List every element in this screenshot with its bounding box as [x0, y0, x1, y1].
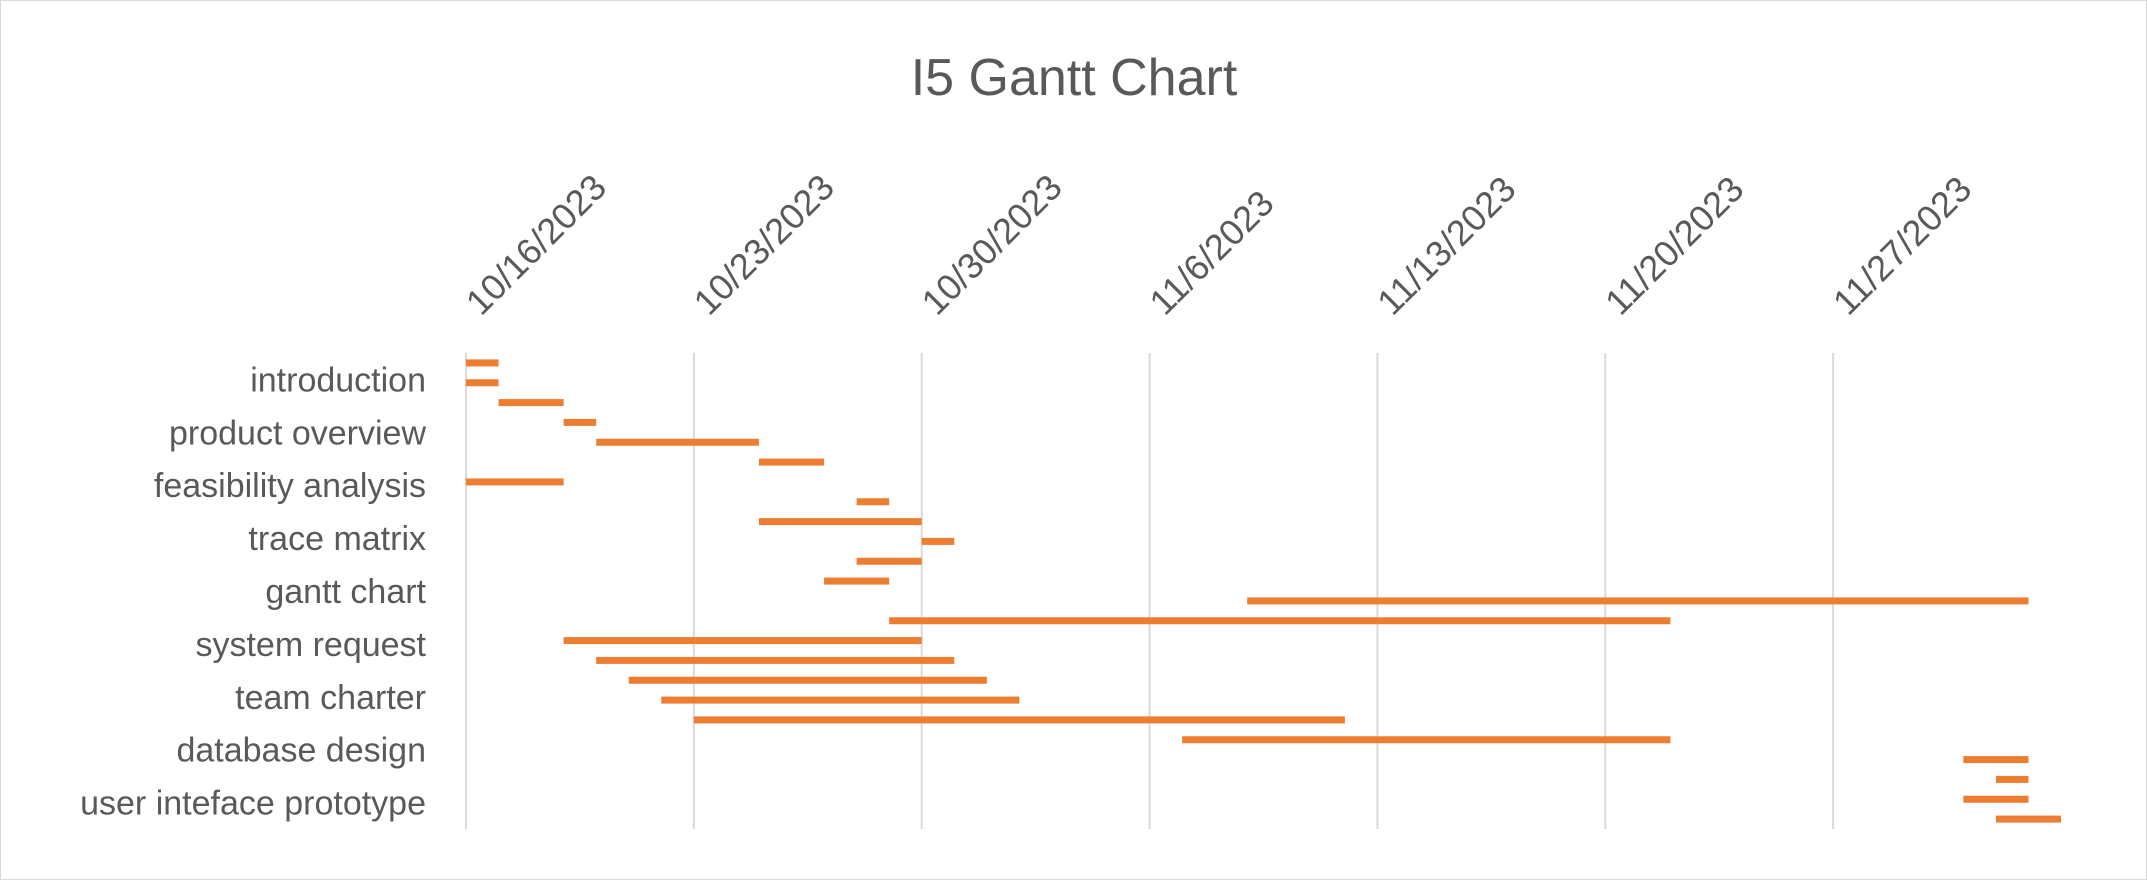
task-bar [466, 359, 499, 367]
gridlines [465, 353, 1835, 829]
category-label: feasibility analysis [154, 467, 426, 505]
task-bar [1963, 795, 2029, 803]
task-bar [824, 577, 890, 585]
task-bar [563, 637, 922, 645]
task-bar [661, 696, 1020, 704]
category-label: team charter [235, 679, 426, 717]
task-bar [1995, 815, 2061, 823]
category-label: system request [195, 626, 426, 664]
category-label: gantt chart [265, 573, 426, 611]
task-bar [758, 458, 825, 466]
task-bar [596, 656, 955, 664]
task-bar [498, 399, 564, 407]
task-bar [628, 676, 987, 684]
chart-title: I5 Gantt Chart [911, 49, 1238, 107]
task-bar [856, 498, 890, 506]
task-bar [466, 478, 564, 486]
task-bar [563, 418, 597, 426]
category-label: user inteface prototype [80, 785, 426, 823]
category-label: trace matrix [248, 520, 426, 558]
task-bar [1247, 597, 2029, 605]
task-bar [889, 617, 1671, 625]
category-label: product overview [169, 414, 426, 452]
task-bars [466, 359, 2061, 823]
category-label: introduction [250, 361, 426, 399]
task-bar [758, 518, 922, 526]
x-axis-tick-labels: 10/16/2023 10/23/2023 10/30/2023 11/6/2023 1… [458, 166, 1980, 322]
task-bar [1963, 756, 2029, 764]
task-bar [1995, 775, 2029, 783]
task-bar [856, 557, 922, 565]
x-tick-label: 11/27/2023 [1825, 168, 1980, 323]
category-label: database design [176, 732, 426, 770]
category-labels: introduction product overview feasibility … [80, 361, 426, 822]
x-tick-label: 10/16/2023 [458, 166, 614, 322]
task-bar [596, 438, 759, 446]
task-bar [693, 716, 1345, 724]
task-bar [921, 537, 955, 545]
x-tick-label: 10/30/2023 [913, 166, 1069, 322]
x-tick-label: 11/6/2023 [1141, 182, 1281, 322]
x-tick-label: 11/13/2023 [1369, 168, 1524, 323]
task-bar [466, 379, 499, 387]
x-tick-label: 11/20/2023 [1597, 168, 1752, 323]
task-bar [1182, 736, 1671, 744]
x-tick-label: 10/23/2023 [686, 166, 842, 322]
